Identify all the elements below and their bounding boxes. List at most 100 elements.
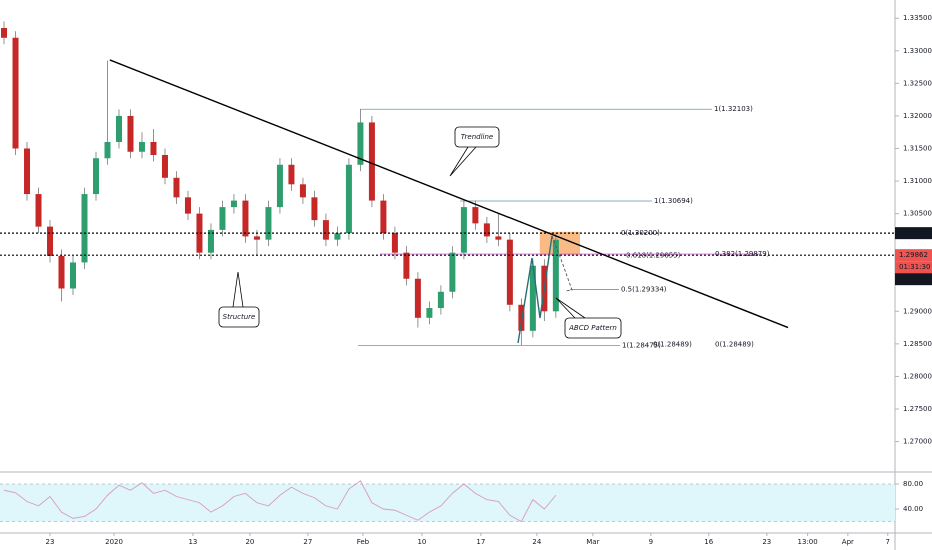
- x-tick-label: 13: [188, 538, 197, 546]
- x-tick-label: 27: [303, 538, 312, 546]
- price-badge-label: 1.30200: [899, 229, 928, 237]
- y-tick-label: 1.28500: [903, 340, 932, 348]
- x-tick-label: 10: [417, 538, 426, 546]
- candle-body: [529, 265, 536, 331]
- fib-label: 0(1.28489): [653, 341, 692, 349]
- rsi-y-tick-label: 80.00: [903, 480, 923, 488]
- callout-box: [564, 317, 622, 339]
- callout-pointer: [449, 146, 477, 177]
- candle-body: [460, 207, 467, 253]
- rsi-band: [0, 484, 895, 522]
- x-tick-label: Mar: [586, 538, 599, 546]
- price-badge: [895, 249, 932, 262]
- callout-label: Structure: [223, 313, 256, 321]
- candle-body: [518, 304, 525, 331]
- y-tick-label: 1.31500: [903, 144, 932, 152]
- candle-body: [311, 197, 318, 221]
- x-tick-label: 9: [649, 538, 653, 546]
- candle-body: [299, 184, 306, 198]
- candle-body: [138, 141, 145, 152]
- candle-body: [449, 252, 456, 292]
- candle-body: [380, 200, 387, 234]
- x-tick-label: Feb: [357, 538, 370, 546]
- candle-body: [414, 278, 421, 318]
- y-tick-label: 1.32500: [903, 79, 932, 87]
- candle-body: [495, 236, 502, 240]
- candle-body: [12, 37, 19, 149]
- x-tick-label: 13:00: [798, 538, 818, 546]
- x-tick-label: 2020: [105, 538, 123, 546]
- candle-body: [24, 148, 31, 195]
- x-tick-label: 7: [886, 538, 890, 546]
- price-badge-label: 1.29862: [899, 251, 928, 259]
- candle-body: [70, 262, 77, 289]
- y-tick-label: 1.29000: [903, 307, 932, 315]
- candle-body: [35, 194, 42, 227]
- fib-label: 0.382(1.29879): [715, 250, 770, 258]
- candle-body: [104, 141, 111, 159]
- x-tick-label: 23: [46, 538, 55, 546]
- candle-body: [230, 200, 237, 208]
- price-badge: [895, 273, 932, 286]
- y-tick-label: 1.27000: [903, 438, 932, 446]
- candle-body: [472, 207, 479, 224]
- y-tick-label: 1.31000: [903, 177, 932, 185]
- y-tick-label: 1.33000: [903, 47, 932, 55]
- candle-body: [506, 239, 513, 305]
- candle-body: [253, 236, 260, 240]
- rsi-line: [3, 480, 557, 523]
- y-tick-label: 1.32000: [903, 112, 932, 120]
- x-tick-label: Apr: [842, 538, 854, 546]
- fib-label: 1(1.28475): [622, 341, 661, 349]
- candle-body: [184, 197, 191, 214]
- candle-body: [403, 252, 410, 279]
- fib-label: 1(1.30694): [654, 197, 693, 205]
- y-tick-label: 1.33500: [903, 14, 932, 22]
- x-tick-label: 24: [532, 538, 541, 546]
- candle-body: [173, 177, 180, 198]
- candle-body: [265, 207, 272, 240]
- candle-body: [288, 164, 295, 185]
- price-badge: [895, 227, 932, 240]
- y-tick-label: 1.30500: [903, 210, 932, 218]
- trendline: [109, 59, 789, 329]
- x-tick-label: 16: [704, 538, 713, 546]
- fib-label: 0.5(1.29334): [621, 286, 667, 294]
- candle-body: [150, 141, 157, 155]
- candle-body: [207, 229, 214, 253]
- candle-body: [368, 122, 375, 201]
- candle-body: [322, 220, 329, 240]
- candle-body: [92, 158, 99, 195]
- callout-label: ABCD Pattern: [568, 324, 617, 332]
- callout-box: [218, 306, 260, 328]
- callout-box: [454, 126, 500, 148]
- candle-body: [334, 233, 341, 240]
- candle-body: [552, 239, 559, 312]
- candle-body: [196, 213, 203, 253]
- x-tick-label: 17: [476, 538, 485, 546]
- price-badge: [895, 261, 932, 274]
- y-tick-label: 1.27500: [903, 405, 932, 413]
- candle-body: [483, 223, 490, 237]
- y-tick-label: 1.28000: [903, 372, 932, 380]
- abcd-projection: [551, 235, 573, 292]
- candle-body: [345, 164, 352, 234]
- candle-body: [437, 291, 444, 309]
- callout-pointer: [232, 271, 244, 308]
- x-tick-label: 20: [245, 538, 254, 546]
- candle-body: [1, 28, 8, 38]
- fib-label: 0(1.28489): [715, 341, 754, 349]
- callout-pointer: [555, 297, 586, 319]
- candle-body: [161, 155, 168, 178]
- candle-body: [115, 115, 122, 142]
- candle-body: [242, 200, 249, 237]
- rsi-y-tick-label: 40.00: [903, 505, 923, 513]
- candle-body: [357, 122, 364, 165]
- candle-body: [391, 233, 398, 253]
- price-badge-label: 01:31:30: [899, 263, 930, 271]
- candle-body: [276, 164, 283, 208]
- candle-body: [58, 255, 65, 289]
- candle-body: [81, 194, 88, 263]
